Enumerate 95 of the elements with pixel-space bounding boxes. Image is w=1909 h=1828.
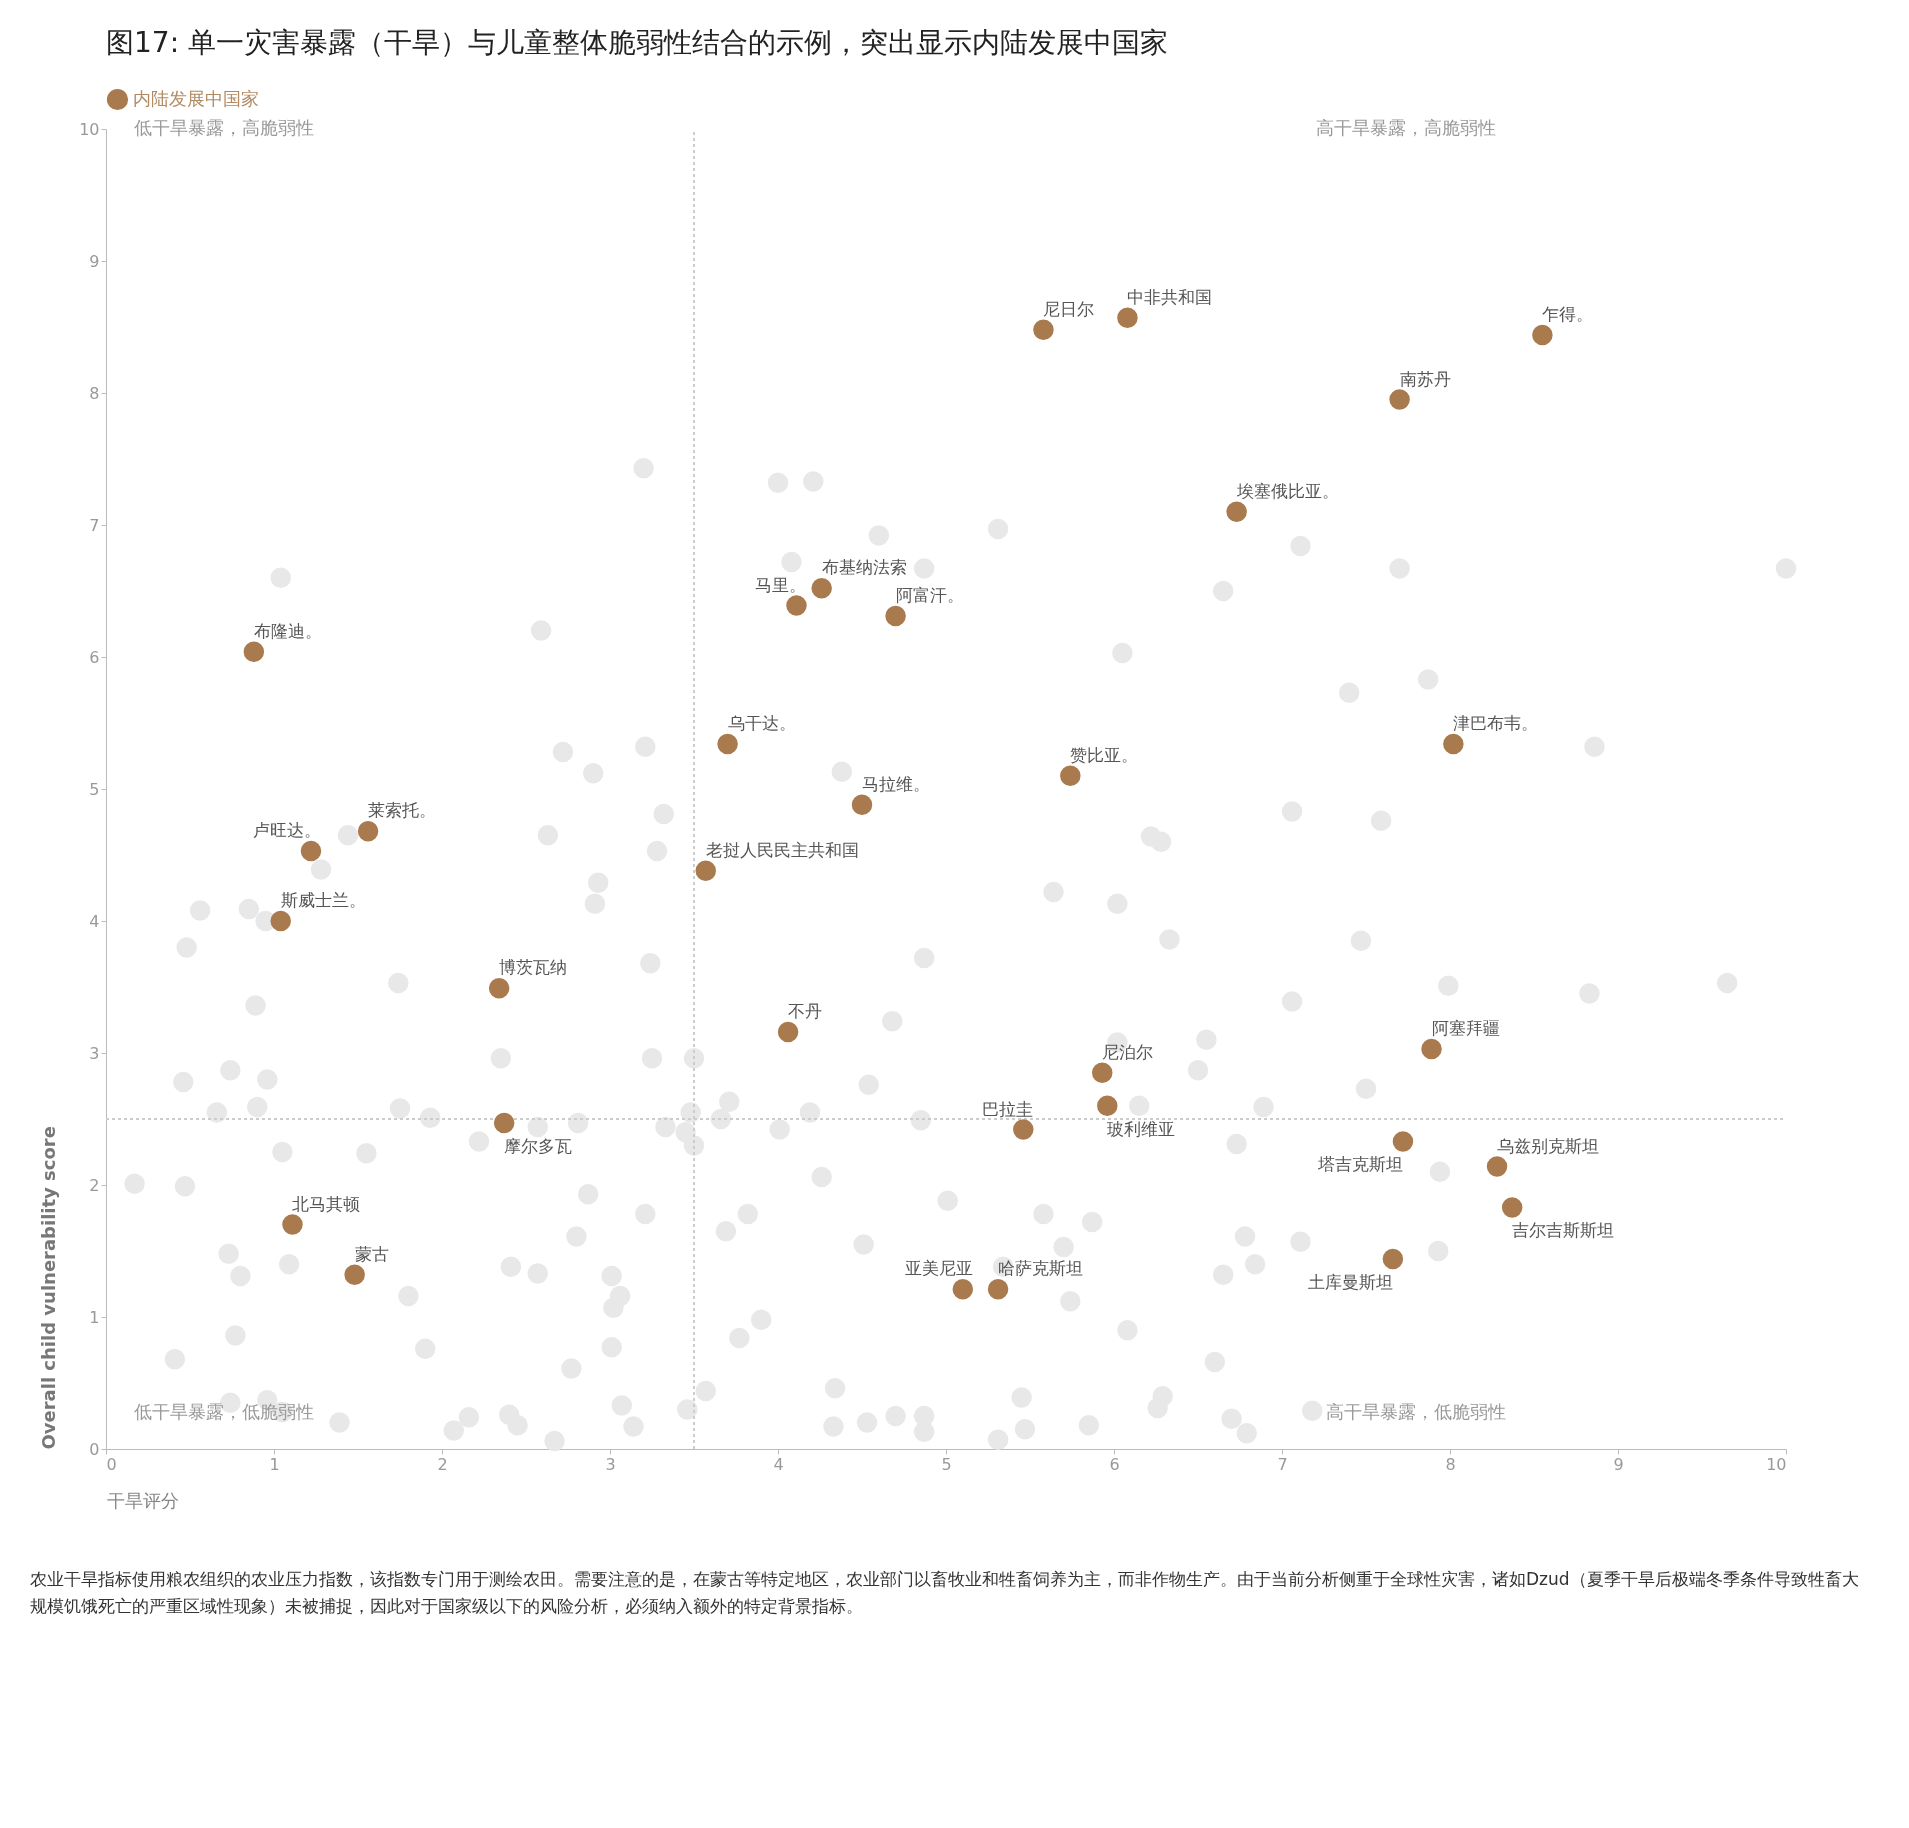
point	[1486, 1156, 1508, 1177]
y-tick-label: 7	[89, 515, 100, 535]
annotation: 埃塞俄比亚。	[1235, 480, 1339, 501]
point	[488, 978, 510, 999]
point	[1117, 307, 1138, 328]
point	[851, 794, 873, 816]
annotation: 乌干达。	[727, 713, 796, 734]
annotation: 蒙古	[354, 1243, 389, 1264]
x-axis-title: 干旱评分	[106, 1489, 179, 1511]
x-tick-label: 8	[1445, 1454, 1456, 1474]
x-tick-label: 4	[773, 1454, 784, 1474]
y-tick-label: 10	[79, 119, 100, 139]
annotation: 布隆迪。	[253, 620, 322, 641]
annotation: 玻利维亚	[1107, 1118, 1176, 1139]
annotation: 马拉维。	[862, 773, 930, 794]
point	[1389, 389, 1410, 410]
text: 农业干旱指标使用粮农组织的农业压力指数，该指数专门用于测绘农田。需要注意的是，在蒙古等特定地区，农业部门以畜牧业和牲畜饲养为主，而非作物生产。由于当前分析侧重于全球性灾害，诸如Dzud（夏季干旱后极端冬季条件导致牲畜大规模饥饿死亡的严重区域性现象）未被捕捉，因此对于国家级以下的风险分析，必须纳入额外的特定背景指标。	[30, 1568, 1860, 1619]
x-tick-label: 9	[1613, 1454, 1624, 1474]
y-tick-label: 3	[89, 1043, 100, 1063]
annotation: 老挝人民民主共和国	[705, 839, 859, 860]
point	[344, 1264, 365, 1285]
annotation: 马里。	[755, 574, 807, 595]
point	[717, 733, 738, 755]
annotation: 布基纳法索	[821, 557, 907, 578]
y-tick-label: 5	[89, 779, 100, 799]
annotation: 亚美尼亚	[904, 1258, 973, 1279]
y-tick-label: 8	[89, 383, 100, 403]
annotation: 哈萨克斯坦	[998, 1258, 1084, 1279]
annotation: 博茨瓦纳	[499, 957, 568, 978]
annotation: 低干旱暴露，低脆弱性	[134, 1401, 314, 1422]
x-tick-label: 6	[1109, 1454, 1120, 1474]
legend-label: 内陆发展中国家	[133, 87, 259, 109]
point	[952, 1279, 974, 1300]
annotation: 高干旱暴露，低脆弱性	[1326, 1401, 1506, 1422]
point	[1421, 1038, 1442, 1060]
annotation: 高干旱暴露，高脆弱性	[1316, 117, 1496, 138]
annotation: 塔吉克斯坦	[1316, 1154, 1403, 1175]
point	[1226, 501, 1247, 523]
y-axis-title: Overall child vulnerability score	[38, 1126, 60, 1450]
point	[987, 1279, 1009, 1300]
y-tick-label: 1	[89, 1307, 100, 1327]
annotation: 巴拉圭	[982, 1098, 1034, 1119]
point	[811, 578, 832, 599]
annotation: 阿塞拜疆	[1431, 1018, 1500, 1039]
point	[1060, 765, 1081, 787]
y-tick-label: 6	[89, 647, 100, 667]
point	[777, 1021, 799, 1043]
y-tick-label: 4	[89, 911, 100, 931]
annotation: 尼泊尔	[1102, 1041, 1154, 1062]
annotation: 摩尔多瓦	[504, 1135, 573, 1156]
x-tick-label: 7	[1277, 1454, 1288, 1474]
x-tick-label: 10	[1766, 1454, 1787, 1474]
annotation: 阿富汗。	[895, 585, 964, 606]
annotation: 北马其顿	[292, 1193, 361, 1214]
point	[243, 641, 265, 662]
annotation: 低干旱暴露，高脆弱性	[134, 117, 314, 138]
point	[300, 840, 322, 862]
point	[1091, 1062, 1113, 1084]
point	[493, 1112, 515, 1134]
annotation: 斯威士兰。	[280, 890, 366, 910]
point	[1392, 1131, 1414, 1152]
point	[885, 605, 906, 627]
x-tick-label: 5	[941, 1454, 952, 1474]
point	[1013, 1119, 1034, 1140]
x-tick-label: 2	[437, 1454, 448, 1474]
chart-title: 图17: 单一灾害暴露（干旱）与儿童整体脆弱性结合的示例，突出显示内陆发展中国家	[106, 26, 1168, 59]
y-tick-label: 0	[89, 1439, 100, 1459]
x-tick-label: 1	[269, 1454, 280, 1474]
annotation: 乌兹别克斯坦	[1497, 1135, 1600, 1156]
point	[282, 1214, 303, 1235]
y-tick-label: 9	[89, 251, 100, 271]
point	[695, 860, 717, 882]
annotation: 卢旺达。	[252, 820, 321, 841]
annotation: 赞比亚。	[1070, 744, 1139, 765]
annotation: 中非共和国	[1127, 286, 1213, 307]
annotation: 尼日尔	[1043, 298, 1095, 319]
annotation: 津巴布韦。	[1453, 713, 1539, 734]
annotation: 土库曼斯坦	[1307, 1271, 1393, 1292]
point	[357, 821, 379, 842]
point	[1443, 733, 1464, 755]
x-tick-label: 0	[106, 1454, 117, 1474]
point	[1501, 1197, 1523, 1218]
point	[1097, 1095, 1118, 1117]
point	[1532, 324, 1553, 346]
point	[1382, 1248, 1404, 1270]
annotation: 乍得。	[1542, 303, 1594, 324]
annotation: 不丹	[788, 1000, 823, 1021]
annotation: 莱索托。	[368, 800, 437, 821]
point	[270, 910, 291, 932]
y-tick-label: 2	[89, 1175, 100, 1195]
point	[786, 595, 807, 616]
point	[1033, 319, 1054, 340]
annotation: 吉尔吉斯斯坦	[1512, 1220, 1615, 1241]
x-tick-label: 3	[605, 1454, 616, 1474]
annotation: 南苏丹	[1399, 368, 1451, 389]
